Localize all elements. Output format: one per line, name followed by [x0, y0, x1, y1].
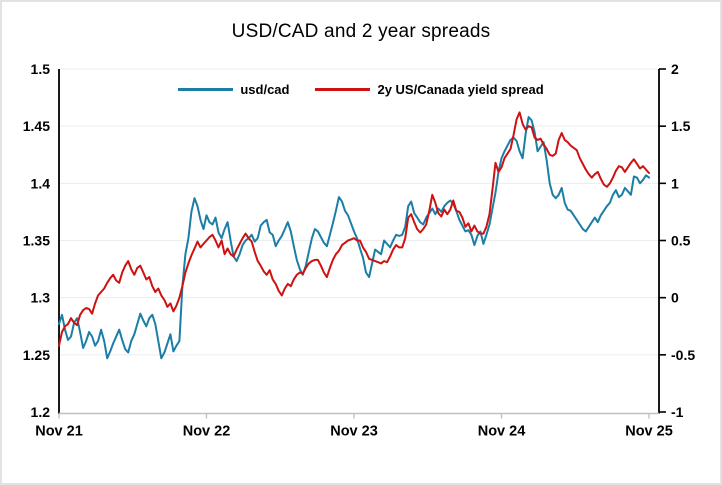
- left-axis-tick-label: 1.2: [31, 404, 51, 420]
- legend-item-usdcad: usd/cad: [178, 82, 289, 97]
- chart-title: USD/CAD and 2 year spreads: [231, 21, 491, 42]
- left-axis-tick-label: 1.3: [31, 290, 51, 306]
- left-axis-tick-label: 1.4: [31, 175, 51, 191]
- x-axis-tick-label: Nov 25: [625, 424, 673, 440]
- left-axis-tick-label: 1.45: [23, 118, 50, 134]
- left-axis-tick-label: 1.35: [23, 233, 50, 249]
- line-series: [58, 111, 650, 360]
- left-axis-tick-label: 1.25: [23, 347, 50, 363]
- usdcad-legend-label: usd/cad: [240, 82, 290, 97]
- x-axis-tick-label: Nov 22: [183, 424, 231, 440]
- gridlines: [59, 68, 659, 356]
- chart-legend: usd/cad 2y US/Canada yield spread: [2, 82, 720, 97]
- usdcad-legend-swatch: [178, 88, 234, 91]
- spread-line: [58, 111, 650, 347]
- x-axis-tick-label: Nov 21: [35, 424, 83, 440]
- right-axis-tick-label: -0.5: [671, 347, 695, 363]
- right-axis-tick-label: 1: [671, 175, 679, 191]
- x-axis-tick-label: Nov 24: [478, 424, 526, 440]
- left-axis-tick-label: 1.5: [31, 61, 51, 77]
- right-axis-tick-label: -1: [671, 404, 684, 420]
- right-axis-tick-label: 0.5: [671, 233, 691, 249]
- spread-legend-swatch: [315, 88, 371, 91]
- spread-legend-label: 2y US/Canada yield spread: [377, 82, 544, 97]
- usdcad-line: [58, 116, 650, 360]
- x-axis-tick-label: Nov 23: [330, 424, 378, 440]
- right-axis-tick-label: 0: [671, 290, 679, 306]
- axis-tick-labels: 1.5 1.45 1.4 1.35 1.3 1.25 1.2 2 1.5 1 0.5 0 -0.5 -1 N…: [23, 61, 696, 440]
- right-axis-tick-label: 2: [671, 61, 679, 77]
- legend-item-spread: 2y US/Canada yield spread: [315, 82, 544, 97]
- right-axis-tick-label: 1.5: [671, 118, 691, 134]
- axis-lines: [58, 68, 666, 419]
